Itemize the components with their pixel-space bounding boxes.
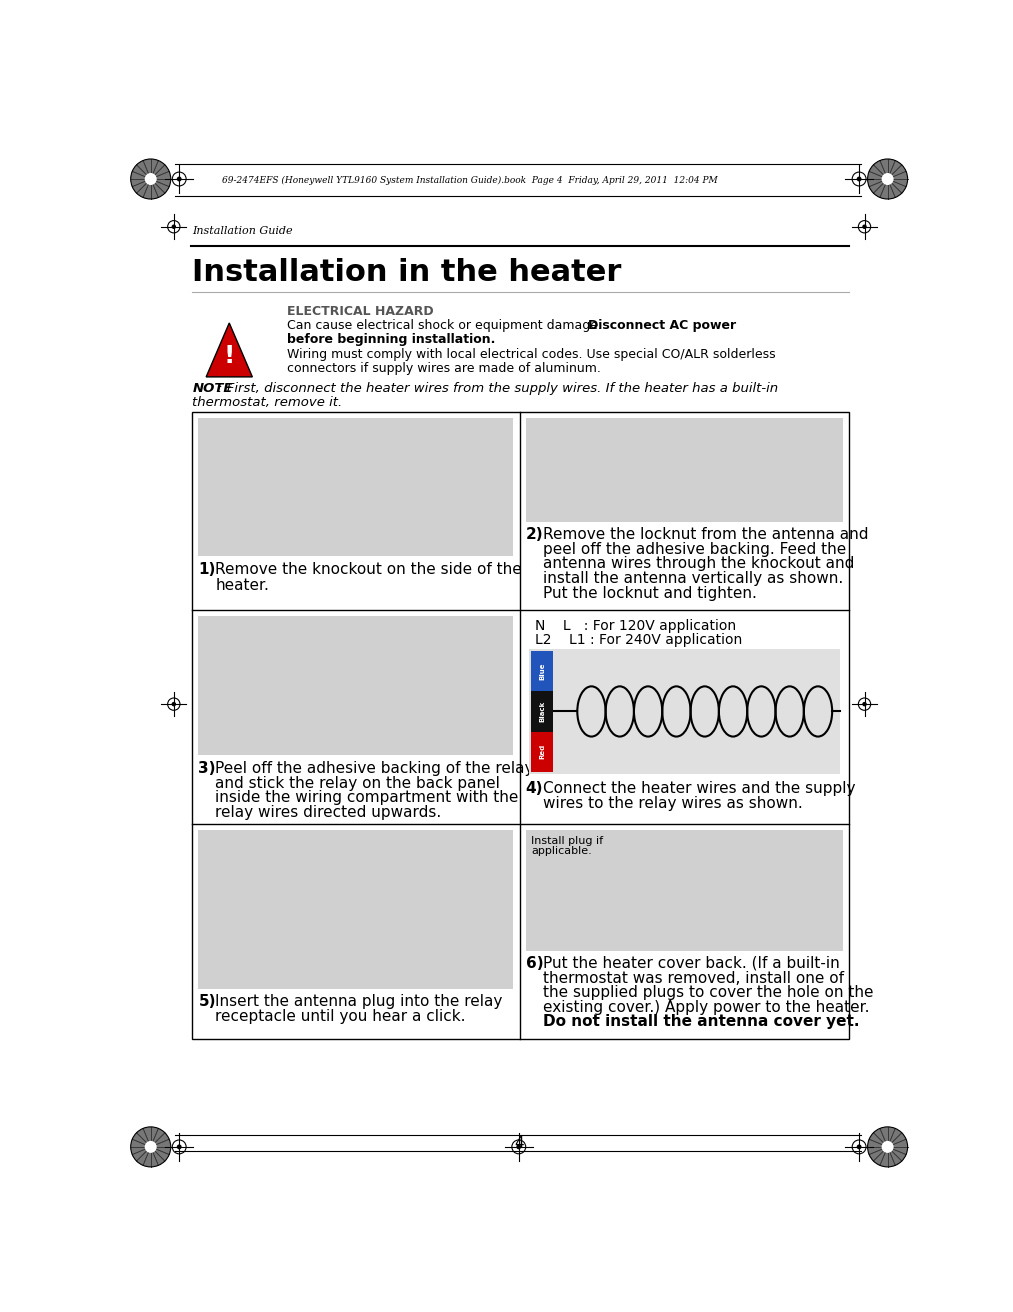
Circle shape: [145, 1141, 157, 1153]
Text: 4: 4: [514, 1136, 524, 1151]
Circle shape: [172, 703, 175, 706]
Text: heater.: heater.: [216, 577, 269, 593]
Text: 2): 2): [526, 527, 543, 542]
FancyBboxPatch shape: [526, 830, 843, 950]
Text: Blue: Blue: [539, 663, 545, 680]
Text: Remove the knockout on the side of the: Remove the knockout on the side of the: [216, 563, 522, 577]
FancyBboxPatch shape: [531, 732, 553, 771]
Circle shape: [863, 226, 866, 228]
Text: Do not install the antenna cover yet.: Do not install the antenna cover yet.: [543, 1014, 859, 1030]
Text: Red: Red: [539, 744, 545, 760]
Text: thermostat, remove it.: thermostat, remove it.: [192, 396, 342, 409]
Text: Can cause electrical shock or equipment damage.: Can cause electrical shock or equipment …: [287, 319, 606, 332]
FancyBboxPatch shape: [199, 417, 514, 556]
Text: Wiring must comply with local electrical codes. Use special CO/ALR solderless: Wiring must comply with local electrical…: [287, 349, 776, 361]
Circle shape: [857, 177, 861, 181]
Text: 3): 3): [199, 761, 216, 777]
Circle shape: [145, 173, 157, 185]
Circle shape: [177, 1145, 181, 1148]
Text: Installation in the heater: Installation in the heater: [192, 257, 622, 286]
Text: Installation Guide: Installation Guide: [192, 226, 293, 236]
Circle shape: [881, 173, 893, 185]
Text: Put the heater cover back. (If a built-in: Put the heater cover back. (If a built-i…: [543, 956, 840, 971]
Text: 5): 5): [199, 994, 216, 1009]
Text: peel off the adhesive backing. Feed the: peel off the adhesive backing. Feed the: [543, 542, 846, 556]
Text: Peel off the adhesive backing of the relay: Peel off the adhesive backing of the rel…: [216, 761, 534, 777]
FancyBboxPatch shape: [199, 617, 514, 754]
Text: NOTE: NOTE: [192, 382, 233, 395]
Text: antenna wires through the knockout and: antenna wires through the knockout and: [543, 556, 854, 571]
Text: Insert the antenna plug into the relay: Insert the antenna plug into the relay: [216, 994, 502, 1009]
Text: Install plug if: Install plug if: [531, 836, 603, 846]
Circle shape: [517, 1145, 521, 1148]
FancyBboxPatch shape: [199, 830, 514, 989]
Text: ELECTRICAL HAZARD: ELECTRICAL HAZARD: [287, 306, 434, 319]
Text: the supplied plugs to cover the hole on the: the supplied plugs to cover the hole on …: [543, 985, 873, 1000]
Text: L2    L1 : For 240V application: L2 L1 : For 240V application: [535, 634, 743, 647]
Text: N    L   : For 120V application: N L : For 120V application: [535, 619, 736, 634]
FancyBboxPatch shape: [529, 648, 840, 774]
Text: inside the wiring compartment with the: inside the wiring compartment with the: [216, 790, 519, 806]
Text: Disconnect AC power: Disconnect AC power: [589, 319, 736, 332]
Text: relay wires directed upwards.: relay wires directed upwards.: [216, 806, 442, 820]
Text: and stick the relay on the back panel: and stick the relay on the back panel: [216, 775, 500, 791]
Text: Connect the heater wires and the supply: Connect the heater wires and the supply: [543, 781, 855, 796]
FancyBboxPatch shape: [526, 417, 843, 522]
Circle shape: [867, 1127, 908, 1166]
Text: connectors if supply wires are made of aluminum.: connectors if supply wires are made of a…: [287, 362, 601, 375]
Text: 69-2474EFS (Honeywell YTL9160 System Installation Guide).book  Page 4  Friday, A: 69-2474EFS (Honeywell YTL9160 System Ins…: [222, 176, 717, 185]
Circle shape: [131, 159, 171, 199]
Circle shape: [177, 177, 181, 181]
Text: thermostat was removed, install one of: thermostat was removed, install one of: [543, 971, 844, 985]
Text: wires to the relay wires as shown.: wires to the relay wires as shown.: [543, 796, 802, 811]
Polygon shape: [207, 323, 252, 377]
Text: Put the locknut and tighten.: Put the locknut and tighten.: [543, 585, 757, 601]
Circle shape: [863, 703, 866, 706]
Text: : First, disconnect the heater wires from the supply wires. If the heater has a : : First, disconnect the heater wires fro…: [219, 382, 779, 395]
Circle shape: [857, 1145, 861, 1148]
Circle shape: [172, 226, 175, 228]
Text: 4): 4): [526, 781, 543, 796]
Text: receptacle until you hear a click.: receptacle until you hear a click.: [216, 1009, 466, 1025]
Circle shape: [131, 1127, 171, 1166]
FancyBboxPatch shape: [531, 691, 553, 732]
Text: before beginning installation.: before beginning installation.: [287, 333, 495, 346]
Circle shape: [881, 1141, 893, 1153]
Text: Black: Black: [539, 701, 545, 722]
Circle shape: [867, 159, 908, 199]
Text: 1): 1): [199, 563, 216, 577]
Text: existing cover.) Apply power to the heater.: existing cover.) Apply power to the heat…: [543, 1000, 869, 1014]
FancyBboxPatch shape: [531, 651, 553, 691]
Text: applicable.: applicable.: [531, 846, 592, 855]
Text: install the antenna vertically as shown.: install the antenna vertically as shown.: [543, 571, 843, 586]
Text: 6): 6): [526, 956, 543, 971]
Text: !: !: [224, 344, 235, 369]
Text: Remove the locknut from the antenna and: Remove the locknut from the antenna and: [543, 527, 868, 542]
